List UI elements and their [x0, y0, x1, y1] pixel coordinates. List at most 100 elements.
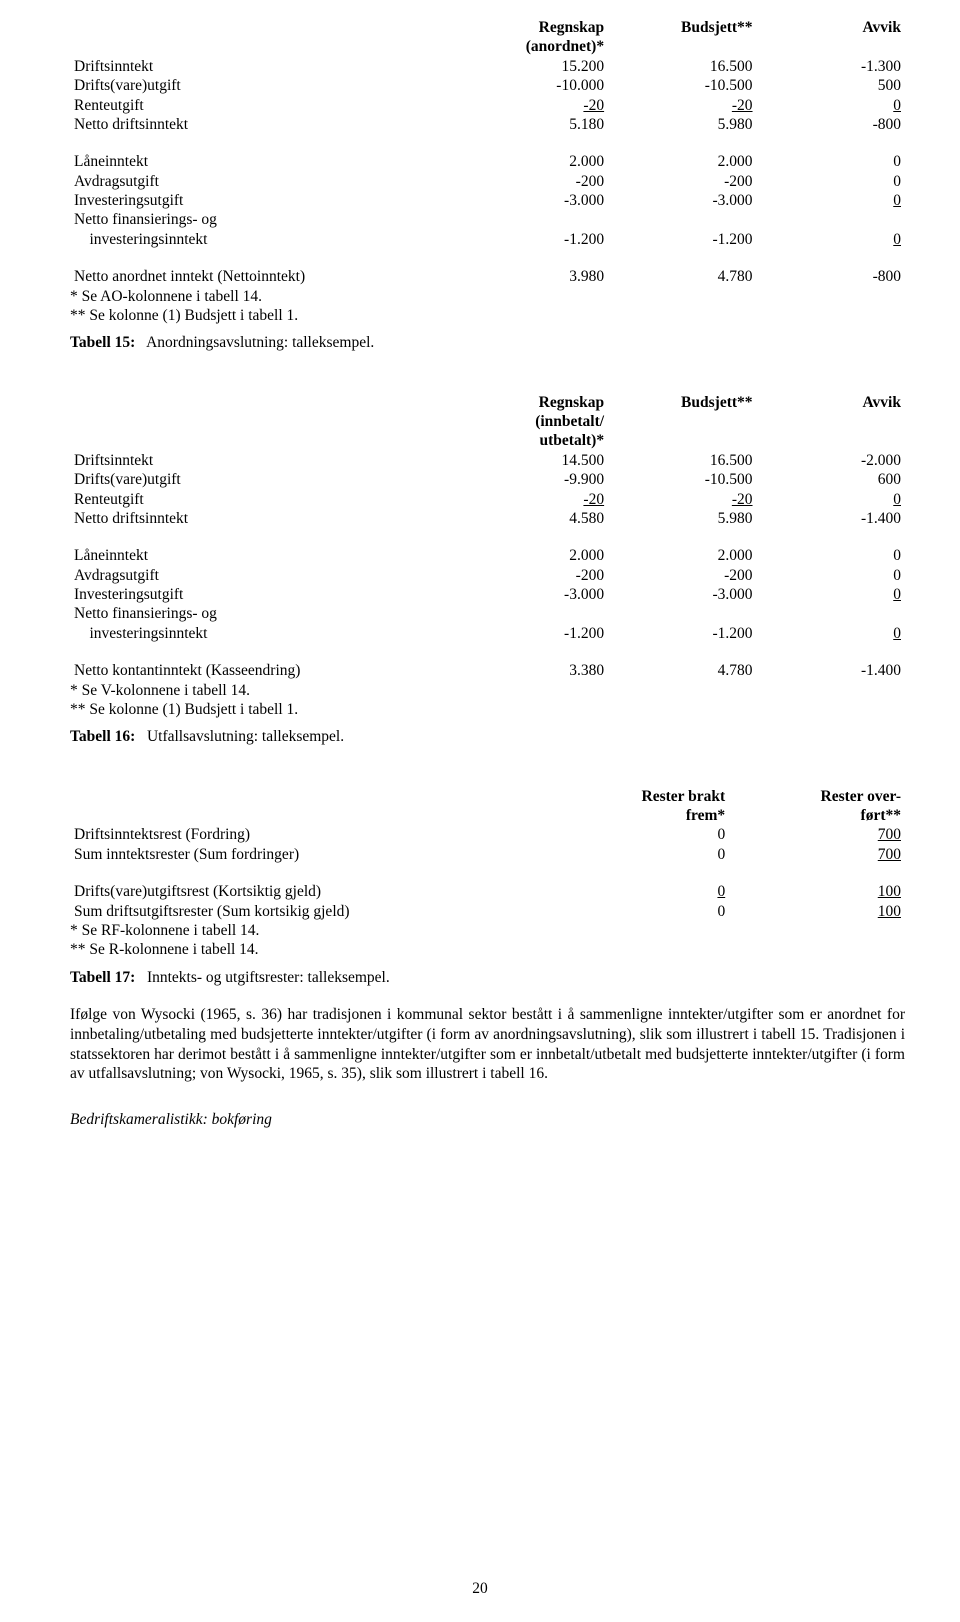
- cell: 0: [757, 546, 905, 565]
- footnote: * Se AO-kolonnene i tabell 14.: [70, 287, 905, 306]
- cell: -1.200: [460, 624, 608, 643]
- table-row: Netto driftsinntekt 5.180 5.980 -800: [70, 115, 905, 134]
- cell: 4.580: [460, 509, 608, 528]
- cell: 0: [757, 585, 905, 604]
- col-header: (innbetalt/: [460, 412, 608, 431]
- cell: 14.500: [460, 451, 608, 470]
- row-label: Netto anordnet inntekt (Nettoinntekt): [70, 267, 460, 286]
- cell: -9.900: [460, 470, 608, 489]
- cell: 16.500: [608, 451, 756, 470]
- cell: 3.980: [460, 267, 608, 286]
- table-row: frem* ført**: [70, 806, 905, 825]
- cell: 16.500: [608, 57, 756, 76]
- cell: 0: [553, 825, 729, 844]
- row-label: Låneinntekt: [70, 152, 460, 171]
- col-header: Budsjett**: [608, 18, 756, 37]
- cell: -3.000: [460, 585, 608, 604]
- cell: 5.180: [460, 115, 608, 134]
- cell: 4.780: [608, 267, 756, 286]
- row-label: Sum driftsutgiftsrester (Sum kortsikig g…: [70, 902, 553, 921]
- table-row: Sum driftsutgiftsrester (Sum kortsikig g…: [70, 902, 905, 921]
- row-label: Netto kontantinntekt (Kasseendring): [70, 661, 460, 680]
- table-row: Rester brakt Rester over-: [70, 787, 905, 806]
- cell: 600: [757, 470, 905, 489]
- cell: 0: [757, 152, 905, 171]
- col-header: Regnskap: [460, 18, 608, 37]
- row-label: Driftsinntekt: [70, 451, 460, 470]
- row-label: Renteutgift: [70, 96, 460, 115]
- section-heading: Bedriftskameralistikk: bokføring: [70, 1110, 905, 1129]
- cell: 0: [757, 624, 905, 643]
- row-label: Sum inntektsrester (Sum fordringer): [70, 845, 553, 864]
- cell: -10.500: [608, 470, 756, 489]
- cell: 5.980: [608, 115, 756, 134]
- cell: -1.200: [608, 624, 756, 643]
- cell: -200: [460, 172, 608, 191]
- cell: -1.300: [757, 57, 905, 76]
- caption-text: Utfallsavslutning: talleksempel.: [147, 728, 344, 745]
- table-row: Netto driftsinntekt 4.580 5.980 -1.400: [70, 509, 905, 528]
- row-label: Drifts(vare)utgift: [70, 470, 460, 489]
- cell: -3.000: [608, 191, 756, 210]
- caption-label: Tabell 17:: [70, 969, 135, 986]
- cell: -20: [608, 490, 756, 509]
- cell: -200: [608, 566, 756, 585]
- row-label: Netto driftsinntekt: [70, 115, 460, 134]
- cell: -20: [460, 96, 608, 115]
- col-header: Avvik: [757, 18, 905, 37]
- cell: 15.200: [460, 57, 608, 76]
- caption-label: Tabell 16:: [70, 728, 135, 745]
- table-caption: Tabell 15: Anordningsavslutning: talleks…: [70, 333, 905, 352]
- cell: 0: [757, 191, 905, 210]
- row-label: Avdragsutgift: [70, 172, 460, 191]
- table-row: Investeringsutgift -3.000 -3.000 0: [70, 191, 905, 210]
- table-row: Driftsinntekt 15.200 16.500 -1.300: [70, 57, 905, 76]
- table-row: Låneinntekt 2.000 2.000 0: [70, 152, 905, 171]
- cell: 0: [757, 490, 905, 509]
- row-label: Renteutgift: [70, 490, 460, 509]
- table-16: Regnskap Budsjett** Avvik (innbetalt/ ut…: [70, 393, 905, 681]
- table-caption: Tabell 16: Utfallsavslutning: talleksemp…: [70, 727, 905, 746]
- table-row: Drifts(vare)utgift -9.900 -10.500 600: [70, 470, 905, 489]
- table-row: Sum inntektsrester (Sum fordringer) 0 70…: [70, 845, 905, 864]
- page-number: 20: [0, 1579, 960, 1598]
- cell: 3.380: [460, 661, 608, 680]
- table-row: Drifts(vare)utgift -10.000 -10.500 500: [70, 76, 905, 95]
- cell: 0: [757, 96, 905, 115]
- table-caption: Tabell 17: Inntekts- og utgiftsrester: t…: [70, 968, 905, 987]
- table-row: investeringsinntekt -1.200 -1.200 0: [70, 230, 905, 249]
- cell: 700: [729, 845, 905, 864]
- caption-text: Inntekts- og utgiftsrester: talleksempel…: [147, 969, 390, 986]
- cell: -10.000: [460, 76, 608, 95]
- table-row: Regnskap Budsjett** Avvik: [70, 18, 905, 37]
- col-header: Avvik: [757, 393, 905, 412]
- cell: -2.000: [757, 451, 905, 470]
- table-row: Netto finansierings- og: [70, 604, 905, 623]
- row-label: Drifts(vare)utgift: [70, 76, 460, 95]
- col-header: (anordnet)*: [460, 37, 608, 56]
- cell: -20: [608, 96, 756, 115]
- table-row: utbetalt)*: [70, 431, 905, 450]
- row-label: Avdragsutgift: [70, 566, 460, 585]
- cell: 700: [729, 825, 905, 844]
- cell: 0: [757, 172, 905, 191]
- cell: -1.200: [460, 230, 608, 249]
- table-row: Drifts(vare)utgiftsrest (Kortsiktig gjel…: [70, 882, 905, 901]
- cell: -1.400: [757, 661, 905, 680]
- body-paragraph: Ifølge von Wysocki (1965, s. 36) har tra…: [70, 1005, 905, 1084]
- col-header: Rester over-: [729, 787, 905, 806]
- cell: 2.000: [608, 546, 756, 565]
- cell: -800: [757, 115, 905, 134]
- col-header: utbetalt)*: [460, 431, 608, 450]
- cell: -200: [608, 172, 756, 191]
- cell: 2.000: [608, 152, 756, 171]
- table-row: Driftsinntektsrest (Fordring) 0 700: [70, 825, 905, 844]
- table-17: Rester brakt Rester over- frem* ført** D…: [70, 787, 905, 921]
- row-label: Investeringsutgift: [70, 191, 460, 210]
- footnote: * Se RF-kolonnene i tabell 14.: [70, 921, 905, 940]
- row-label: Låneinntekt: [70, 546, 460, 565]
- caption-text: Anordningsavslutning: talleksempel.: [146, 334, 374, 351]
- table-row: Renteutgift -20 -20 0: [70, 96, 905, 115]
- cell: 100: [729, 902, 905, 921]
- cell: -10.500: [608, 76, 756, 95]
